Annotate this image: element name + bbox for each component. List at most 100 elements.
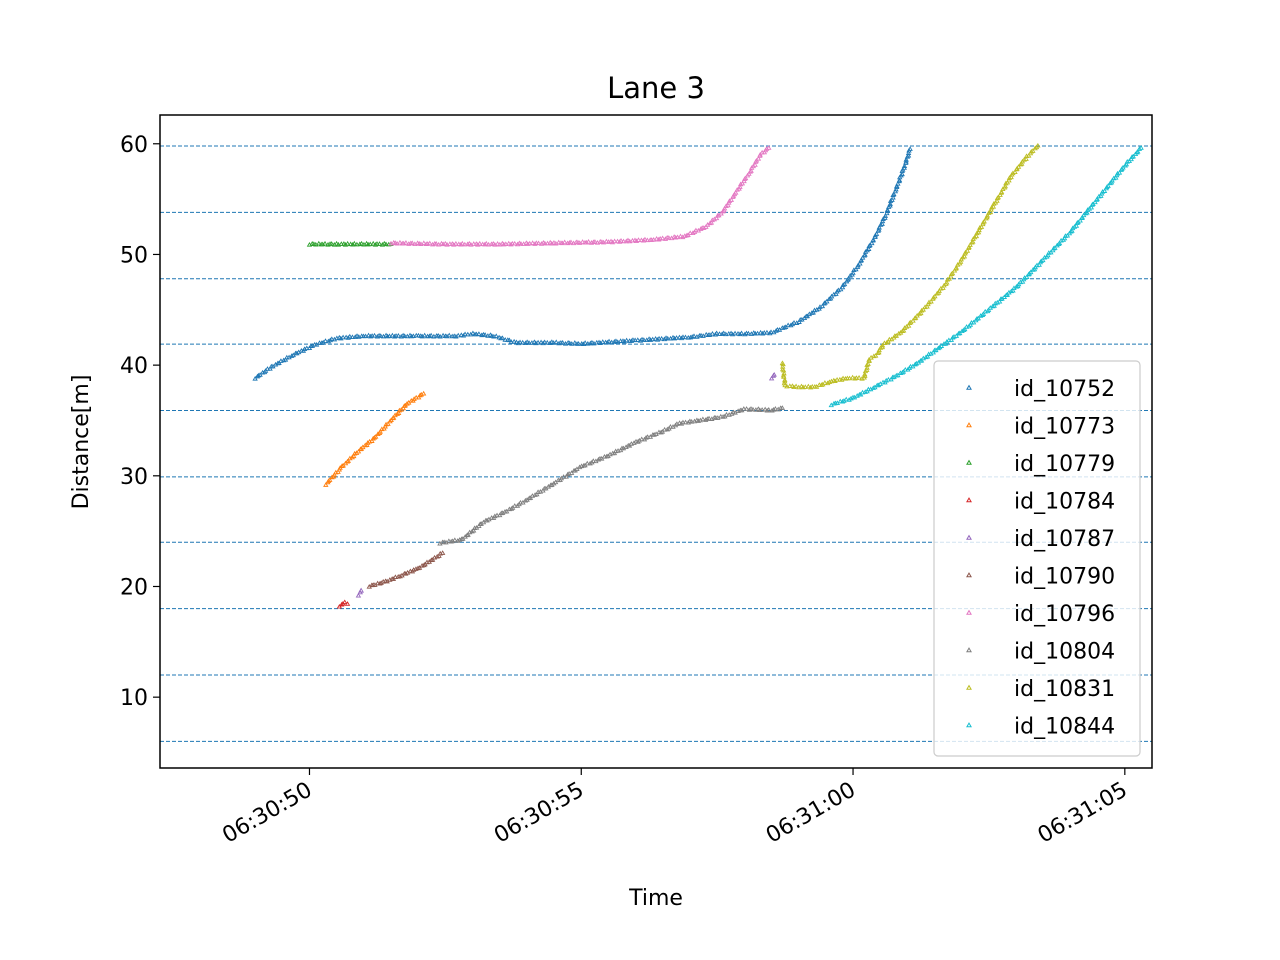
data-point	[529, 240, 536, 245]
data-point	[718, 210, 724, 216]
data-point	[484, 517, 490, 523]
data-point	[252, 375, 258, 381]
data-point	[721, 330, 727, 336]
data-point	[329, 336, 335, 341]
data-point	[576, 464, 583, 470]
data-point	[973, 233, 980, 239]
data-point	[678, 335, 685, 341]
data-point	[707, 220, 713, 226]
x-axis-label: Time	[628, 886, 683, 911]
data-point	[351, 453, 357, 459]
data-point	[439, 550, 446, 555]
data-point	[900, 327, 907, 333]
data-point	[379, 241, 386, 247]
data-point	[791, 320, 797, 325]
y-tick-label: 10	[120, 686, 148, 711]
data-point	[541, 339, 548, 345]
data-point	[761, 330, 767, 335]
data-point	[737, 181, 744, 187]
data-point	[723, 331, 729, 337]
data-point	[840, 375, 846, 381]
data-point	[879, 221, 885, 226]
data-point	[949, 270, 956, 276]
data-point	[899, 171, 905, 177]
y-tick-label: 50	[120, 243, 148, 268]
data-point	[1036, 262, 1042, 267]
data-point	[746, 407, 753, 412]
data-point	[499, 335, 506, 340]
data-point	[986, 210, 992, 215]
data-point	[748, 168, 754, 173]
data-point	[391, 333, 398, 339]
data-point	[512, 503, 518, 508]
data-point	[1028, 269, 1034, 275]
data-point	[349, 454, 355, 460]
data-point	[967, 242, 973, 247]
data-point	[998, 189, 1005, 194]
data-point	[843, 396, 849, 402]
data-point	[398, 333, 404, 339]
data-point	[878, 222, 884, 227]
data-point	[840, 282, 846, 287]
data-point	[923, 354, 929, 360]
legend-marker	[966, 534, 972, 540]
data-point	[682, 334, 689, 340]
data-point	[327, 477, 333, 482]
data-point	[972, 234, 978, 240]
data-point	[354, 241, 360, 247]
data-point	[876, 224, 882, 230]
data-point	[544, 339, 550, 345]
data-point	[728, 197, 735, 202]
data-point	[620, 238, 627, 244]
data-point	[355, 448, 362, 454]
data-point	[551, 480, 557, 486]
data-point	[643, 434, 649, 440]
data-point	[978, 224, 985, 229]
data-point	[862, 251, 868, 257]
data-point	[376, 241, 383, 246]
legend-label: id_10796	[1014, 602, 1115, 627]
legend: id_10752 id_10773 id_10779 id_10784 id_10787…	[933, 360, 1141, 757]
data-point	[850, 270, 856, 275]
data-point	[1051, 245, 1057, 251]
data-point	[329, 474, 335, 480]
data-point	[365, 332, 372, 338]
data-point	[633, 238, 640, 243]
data-point	[325, 338, 332, 344]
data-point	[568, 239, 574, 245]
data-point	[1123, 161, 1130, 167]
data-point	[781, 374, 787, 379]
data-point	[462, 241, 468, 247]
data-point	[511, 338, 517, 344]
data-point	[966, 244, 972, 250]
data-point	[876, 227, 882, 232]
data-point	[890, 194, 896, 200]
data-point	[784, 383, 790, 389]
data-point	[818, 382, 825, 387]
data-point	[559, 339, 566, 345]
data-point	[918, 310, 924, 316]
data-point	[862, 371, 868, 377]
data-point	[762, 406, 768, 412]
series-id_10784	[336, 599, 351, 609]
data-point	[568, 470, 575, 475]
data-point	[482, 241, 488, 247]
data-point	[779, 405, 786, 410]
data-point	[703, 224, 709, 229]
data-point	[809, 383, 815, 389]
data-point	[600, 339, 606, 344]
data-point	[719, 331, 725, 336]
data-point	[891, 191, 897, 197]
data-point	[553, 339, 559, 345]
data-point	[403, 571, 409, 576]
data-point	[1035, 142, 1041, 148]
data-point	[875, 350, 881, 356]
data-point	[595, 456, 602, 462]
data-point	[894, 183, 900, 188]
data-point	[469, 528, 475, 534]
data-point	[975, 315, 981, 321]
data-point	[839, 284, 846, 290]
data-point	[944, 279, 950, 285]
data-point	[400, 405, 407, 411]
data-point	[345, 458, 352, 463]
